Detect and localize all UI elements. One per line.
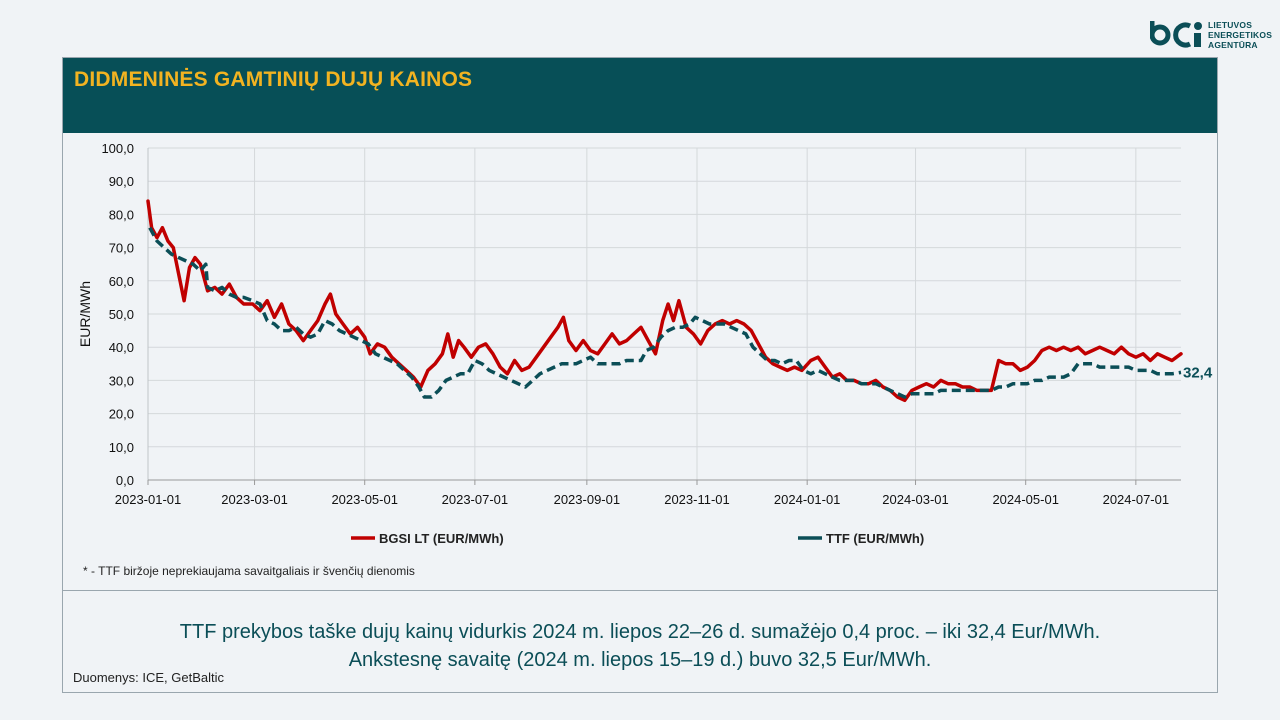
x-tick-label: 2024-03-01 bbox=[882, 492, 949, 507]
y-tick-label: 30,0 bbox=[109, 373, 134, 388]
x-tick-label: 2023-11-01 bbox=[664, 492, 730, 507]
y-tick-label: 10,0 bbox=[109, 440, 134, 455]
ttf-series-line bbox=[148, 226, 1182, 399]
y-tick-label: 80,0 bbox=[109, 207, 134, 222]
logo-line: ENERGETIKOS bbox=[1208, 30, 1273, 40]
header-bar: DIDMENINĖS GAMTINIŲ DUJŲ KAINOS bbox=[63, 58, 1217, 133]
y-tick-label: 40,0 bbox=[109, 340, 134, 355]
data-source: Duomenys: ICE, GetBaltic bbox=[73, 670, 224, 685]
summary-text: TTF prekybos taške dujų kainų vidurkis 2… bbox=[63, 618, 1217, 674]
y-tick-label: 60,0 bbox=[109, 274, 134, 289]
logo-text: LIETUVOS ENERGETIKOS AGENTŪRA bbox=[1208, 20, 1272, 50]
legend-label-ttf: TTF (EUR/MWh) bbox=[826, 531, 924, 546]
summary-line-2: Ankstesnę savaitę (2024 m. liepos 15–19 … bbox=[348, 649, 932, 671]
x-tick-label: 2024-01-01 bbox=[774, 492, 841, 507]
chart-legend: BGSI LT (EUR/MWh) TTF (EUR/MWh) bbox=[351, 531, 924, 546]
y-tick-label: 20,0 bbox=[109, 407, 134, 422]
y-tick-label: 90,0 bbox=[109, 174, 134, 189]
legend-label-bgsi: BGSI LT (EUR/MWh) bbox=[379, 531, 504, 546]
y-tick-label: 0,0 bbox=[116, 473, 134, 488]
chart-series bbox=[146, 199, 1183, 403]
logo-line: AGENTŪRA bbox=[1208, 40, 1258, 50]
x-tick-label: 2023-05-01 bbox=[331, 492, 398, 507]
summary-line-1: TTF prekybos taške dujų kainų vidurkis 2… bbox=[179, 621, 1101, 643]
y-tick-label: 100,0 bbox=[101, 141, 134, 156]
y-tick-label: 50,0 bbox=[109, 307, 134, 322]
x-tick-label: 2023-07-01 bbox=[442, 492, 509, 507]
x-tick-label: 2023-01-01 bbox=[115, 492, 182, 507]
y-axis-label: EUR/MWh bbox=[77, 281, 93, 347]
bgsi-series-line bbox=[146, 199, 1183, 403]
x-axis-ticks: 2023-01-01 2023-03-01 2023-05-01 2023-07-01… bbox=[115, 492, 1169, 507]
x-tick-label: 2023-03-01 bbox=[221, 492, 288, 507]
y-tick-label: 70,0 bbox=[109, 241, 134, 256]
ttf-end-label: 32,4 bbox=[1183, 364, 1213, 381]
logo-line: LIETUVOS bbox=[1208, 20, 1253, 30]
agency-logo: LIETUVOS ENERGETIKOS AGENTŪRA bbox=[1150, 16, 1272, 54]
x-tick-label: 2023-09-01 bbox=[554, 492, 621, 507]
x-tick-label: 2024-05-01 bbox=[992, 492, 1059, 507]
y-axis-ticks: 0,0 10,0 20,0 30,0 40,0 50,0 60,0 70,0 80,0 90,0 1… bbox=[101, 141, 134, 488]
x-tick-label: 2024-07-01 bbox=[1103, 492, 1170, 507]
price-line-chart: 0,0 10,0 20,0 30,0 40,0 50,0 60,0 70,0 80,0 90,0 1… bbox=[77, 141, 1213, 546]
footnote: * - TTF biržoje neprekiaujama savaitgali… bbox=[83, 564, 415, 578]
slide-frame: DIDMENINĖS GAMTINIŲ DUJŲ KAINOS 0,0 10,0 2… bbox=[62, 57, 1218, 693]
page-title: DIDMENINĖS GAMTINIŲ DUJŲ KAINOS bbox=[74, 68, 473, 91]
divider bbox=[63, 590, 1217, 591]
logo-mark-icon bbox=[1150, 21, 1202, 48]
